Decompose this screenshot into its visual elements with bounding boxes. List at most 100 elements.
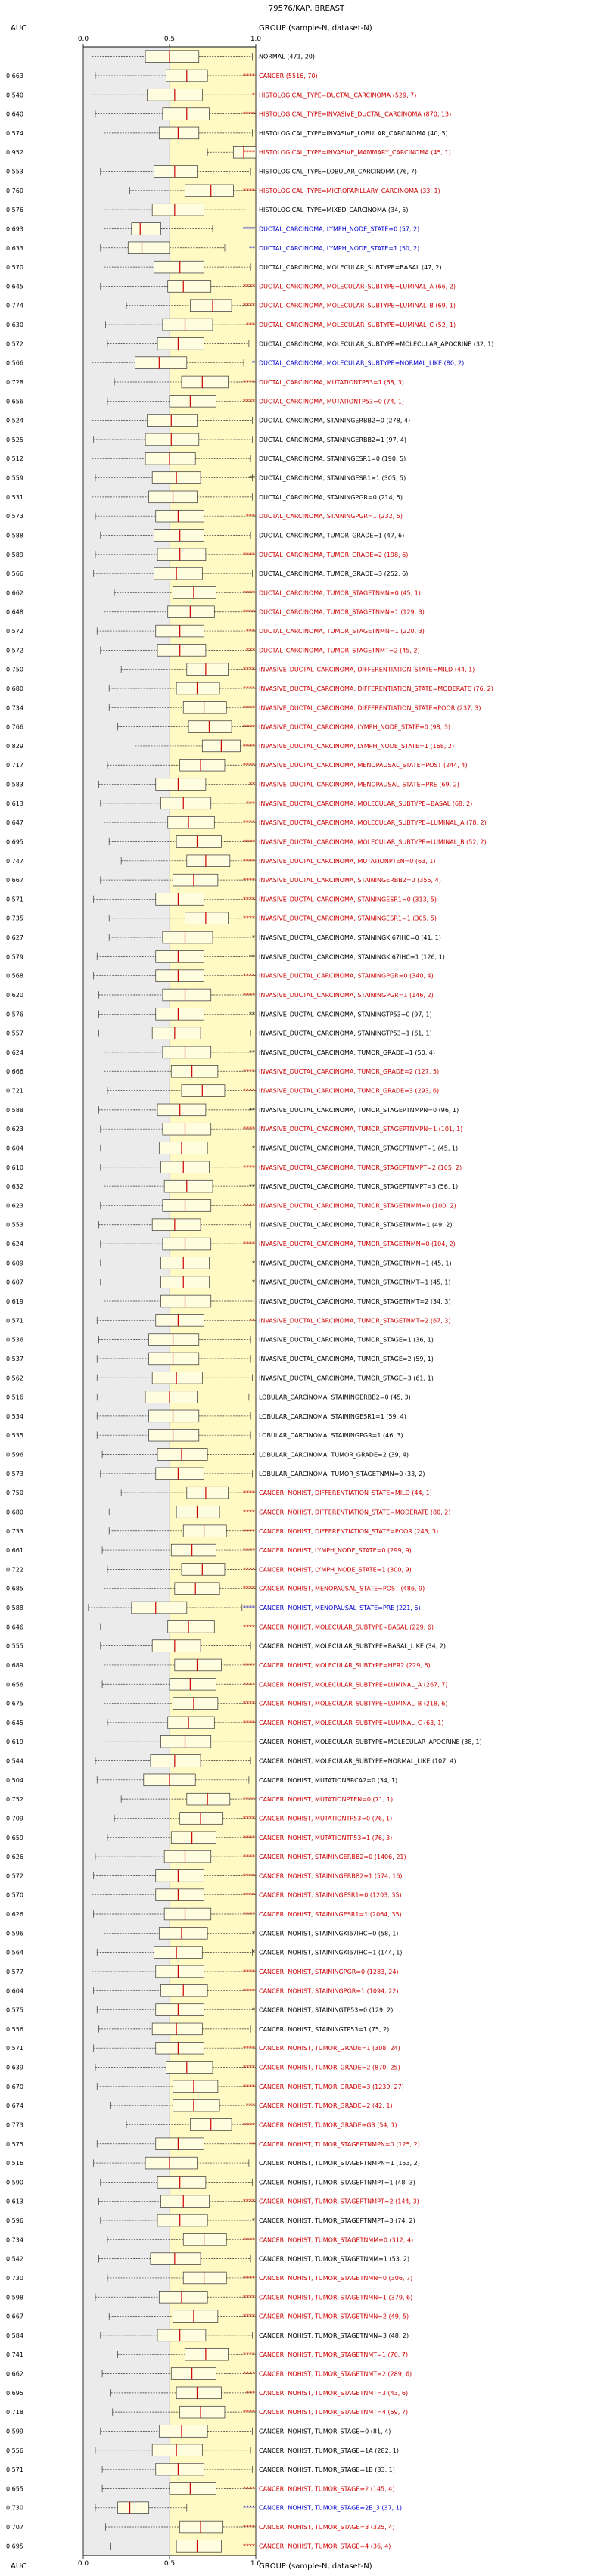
boxplot-row: 0.575 * CANCER, NOHIST, STAININGTP53=0 (12… xyxy=(6,2003,393,2016)
box xyxy=(182,1524,227,1537)
auc-value: 0.632 xyxy=(6,1183,23,1190)
box xyxy=(158,2291,208,2304)
boxplot-row: 0.570 DUCTAL_CARCINOMA, MOLECULAR_SUBTYPE… xyxy=(6,260,442,274)
boxplot-row: 0.728 **** DUCTAL_CARCINOMA, MUTATIONTP53=… xyxy=(6,375,404,389)
group-label: INVASIVE_DUCTAL_CARCINOMA, TUMOR_STAGEPT… xyxy=(259,1145,458,1151)
group-label: INVASIVE_DUCTAL_CARCINOMA, TUMOR_STAGE=1… xyxy=(259,1337,434,1344)
box xyxy=(182,2271,227,2285)
auc-value: 0.667 xyxy=(6,877,23,884)
box xyxy=(174,1658,222,1672)
group-label: INVASIVE_DUCTAL_CARCINOMA, TUMOR_STAGEPT… xyxy=(259,1107,459,1114)
significance-stars: * xyxy=(252,1145,255,1151)
auc-value: 0.576 xyxy=(6,207,23,213)
significance-stars: ** xyxy=(249,953,255,960)
boxplot-row: 0.604 **** CANCER, NOHIST, STAININGPGR=1 (… xyxy=(6,1984,399,1997)
boxplot-row: 0.760 **** HISTOLOGICAL_TYPE=MICROPAPILLAR… xyxy=(6,184,440,197)
group-label: CANCER, NOHIST, STAININGERBB2=1 (574, 16… xyxy=(259,1872,403,1879)
boxplot-row: 0.556 CANCER, NOHIST, STAININGTP53=1 (75,… xyxy=(6,2022,389,2036)
significance-stars: *** xyxy=(246,2102,255,2109)
boxplot-row: 0.695 **** CANCER, NOHIST, TUMOR_STAGE=4 (… xyxy=(6,2540,391,2553)
group-label: HISTOLOGICAL_TYPE=MICROPAPILLARY_CARCINO… xyxy=(259,188,440,194)
group-label: INVASIVE_DUCTAL_CARCINOMA, STAININGKI67I… xyxy=(259,934,441,941)
box xyxy=(160,1257,210,1269)
boxplot-row: 0.590 CANCER, NOHIST, TUMOR_STAGEPTNMPT=1… xyxy=(6,2176,415,2189)
significance-stars: **** xyxy=(243,724,255,731)
group-label: CANCER, NOHIST, TUMOR_GRADE=2 (42, 1) xyxy=(259,2102,393,2109)
auc-value: 0.553 xyxy=(6,169,23,176)
box xyxy=(170,1543,216,1557)
boxplot-row: 0.516 LOBULAR_CARCINOMA, STAININGERBB2=0 … xyxy=(6,1391,411,1403)
axis-tick-label: 0.5 xyxy=(164,2560,175,2568)
group-label: DUCTAL_CARCINOMA, MOLECULAR_SUBTYPE=BASA… xyxy=(259,264,442,271)
auc-value: 0.666 xyxy=(6,1068,23,1075)
group-label: DUCTAL_CARCINOMA, STAININGESR1=1 (305, 5… xyxy=(259,475,406,482)
auc-header-top: AUC xyxy=(11,24,26,33)
boxplot-row: 0.571 ** INVASIVE_DUCTAL_CARCINOMA, TUMOR_… xyxy=(6,1314,450,1327)
significance-stars: **** xyxy=(243,992,255,999)
group-label: CANCER, NOHIST, DIFFERENTIATION_STATE=MO… xyxy=(259,1509,450,1515)
box xyxy=(160,1294,212,1308)
box xyxy=(162,931,213,944)
boxplot-row: 0.516 CANCER, NOHIST, TUMOR_STAGEPTNMPN=1… xyxy=(6,2156,420,2170)
group-label: HISTOLOGICAL_TYPE=DUCTAL_CARCINOMA (529,… xyxy=(259,92,416,98)
group-label: LOBULAR_CARCINOMA, STAININGERBB2=0 (45, … xyxy=(259,1394,411,1401)
group-label: INVASIVE_DUCTAL_CARCINOMA, MENOPAUSAL_ST… xyxy=(259,782,459,788)
group-label: CANCER, NOHIST, LYMPH_NODE_STATE=1 (300,… xyxy=(259,1566,412,1573)
auc-value: 0.680 xyxy=(6,685,23,692)
boxplot-row: 0.646 **** CANCER, NOHIST, MOLECULAR_SUBTY… xyxy=(6,1620,434,1633)
group-label: INVASIVE_DUCTAL_CARCINOMA, LYMPH_NODE_ST… xyxy=(259,724,450,731)
group-label: HISTOLOGICAL_TYPE=INVASIVE_DUCTAL_CARCIN… xyxy=(259,111,451,118)
auc-value: 0.556 xyxy=(6,2026,23,2033)
box xyxy=(157,1448,208,1461)
boxplot-row: 0.540 * HISTOLOGICAL_TYPE=DUCTAL_CARCINOMA… xyxy=(6,89,416,101)
boxplot-row: 0.667 **** CANCER, NOHIST, TUMOR_STAGETNMN… xyxy=(6,2310,409,2323)
group-label: CANCER, NOHIST, TUMOR_STAGETNMN=3 (48, 2… xyxy=(259,2332,409,2339)
box xyxy=(173,873,219,887)
box xyxy=(167,816,215,829)
boxplot-row: NORMAL (471, 20) xyxy=(92,50,315,63)
significance-stars: **** xyxy=(243,667,255,673)
significance-stars: **** xyxy=(243,2351,255,2358)
significance-stars: * xyxy=(252,1260,255,1266)
group-label: DUCTAL_CARCINOMA, MOLECULAR_SUBTYPE=NORM… xyxy=(259,360,464,367)
significance-stars: **** xyxy=(243,743,255,750)
auc-value: 0.620 xyxy=(6,992,23,999)
box xyxy=(162,1199,212,1212)
boxplot-row: 0.559 ** DUCTAL_CARCINOMA, STAININGESR1=1 … xyxy=(6,471,406,484)
box xyxy=(181,375,229,389)
box xyxy=(148,1428,200,1442)
auc-value: 0.722 xyxy=(6,1566,23,1573)
auc-value: 0.693 xyxy=(6,225,23,232)
auc-value: 0.730 xyxy=(6,2275,23,2282)
boxplot-row: 0.656 **** CANCER, NOHIST, MOLECULAR_SUBTY… xyxy=(6,1678,447,1691)
group-label: CANCER, NOHIST, MOLECULAR_SUBTYPE=NORMAL… xyxy=(259,1758,456,1765)
boxplot-row: 0.750 **** CANCER, NOHIST, DIFFERENTIATION… xyxy=(6,1486,432,1499)
auc-value: 0.604 xyxy=(6,1987,23,1994)
auc-value: 0.750 xyxy=(6,667,23,673)
boxplot-row: 0.566 * DUCTAL_CARCINOMA, MOLECULAR_SUBTYP… xyxy=(6,356,464,369)
auc-value: 0.571 xyxy=(6,2466,23,2473)
auc-value: 0.516 xyxy=(6,1394,23,1401)
auc-value: 0.572 xyxy=(6,647,23,654)
auc-value: 0.707 xyxy=(6,2524,23,2531)
box xyxy=(173,1697,219,1710)
box xyxy=(190,299,232,312)
box xyxy=(176,682,220,695)
group-label: INVASIVE_DUCTAL_CARCINOMA, TUMOR_STAGETN… xyxy=(259,1202,456,1209)
auc-value: 0.695 xyxy=(6,2390,23,2397)
box xyxy=(150,1754,201,1767)
significance-stars: **** xyxy=(243,1509,255,1515)
significance-stars: **** xyxy=(243,1720,255,1726)
group-label: CANCER, NOHIST, MOLECULAR_SUBTYPE=LUMINA… xyxy=(259,1681,447,1688)
box xyxy=(188,720,232,733)
significance-stars: ** xyxy=(249,1011,255,1018)
box xyxy=(117,2501,149,2514)
boxplot-row: 0.735 **** INVASIVE_DUCTAL_CARCINOMA, STAI… xyxy=(6,912,437,924)
significance-stars: ** xyxy=(249,245,255,252)
significance-stars: * xyxy=(252,92,255,98)
group-label: DUCTAL_CARCINOMA, STAININGERBB2=0 (278, … xyxy=(259,418,410,424)
group-label: CANCER, NOHIST, MENOPAUSAL_STATE=PRE (22… xyxy=(259,1605,421,1611)
auc-value: 0.689 xyxy=(6,1662,23,1669)
group-label: INVASIVE_DUCTAL_CARCINOMA, STAININGPGR=1… xyxy=(259,992,434,999)
significance-stars: **** xyxy=(243,973,255,980)
